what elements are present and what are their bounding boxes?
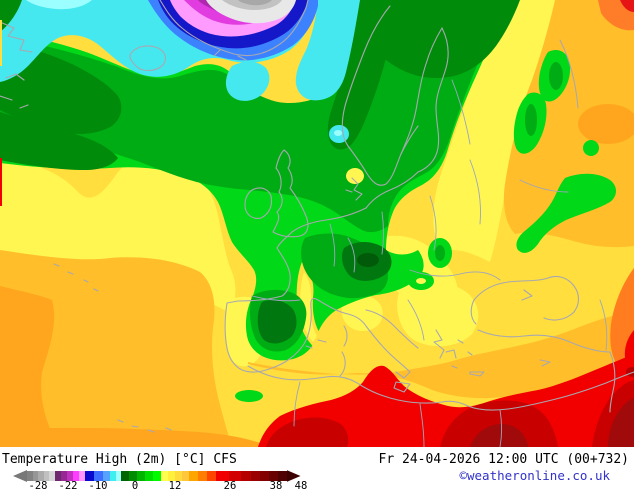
scale-band (152, 471, 161, 481)
map-edge-artifacts (0, 20, 2, 206)
scale-band (136, 471, 145, 481)
scale-band (120, 471, 129, 481)
copyright-link[interactable]: ©weatheronline.co.uk (459, 468, 610, 483)
scale-band (174, 471, 182, 481)
forecast-datetime: Fr 24-04-2026 12:00 UTC (00+732) (378, 452, 629, 467)
scale-band (181, 471, 189, 481)
scale-tick-label: 38 (269, 480, 283, 490)
scale-band (66, 471, 73, 481)
scale-band (38, 471, 44, 481)
scale-band (197, 471, 207, 481)
scale-band (93, 471, 103, 481)
map-area (0, 0, 634, 447)
red-hot-layer (258, 330, 634, 447)
map-title: Temperature High (2m) [°C] CFS (2, 452, 237, 467)
green-cool-layer (0, 0, 520, 361)
scale-band (78, 471, 85, 481)
scale-band (228, 471, 241, 481)
scale-band (72, 471, 79, 481)
scale-band (259, 471, 269, 481)
scale-tick-label: -28 (28, 480, 48, 490)
scale-tick-label: 12 (168, 480, 182, 490)
scale-band (32, 471, 38, 481)
scale-band (167, 471, 175, 481)
scale-band (49, 471, 55, 481)
scale-band (128, 471, 137, 481)
scale-band (43, 471, 49, 481)
scale-tick-label: -22 (58, 480, 78, 490)
scale-tick-label: -10 (88, 480, 108, 490)
color-scale-legend: -28 -22 -10 0 12 26 38 48 (13, 470, 307, 490)
scale-band (144, 471, 153, 481)
scale-band (109, 471, 116, 481)
scale-band (250, 471, 260, 481)
scale-band (102, 471, 110, 481)
scale-band (115, 471, 121, 481)
scale-tick-label: 26 (223, 480, 237, 490)
europe-temperature-map (0, 0, 634, 447)
scale-band (54, 471, 61, 481)
scale-band (188, 471, 198, 481)
coastlines (0, 0, 634, 433)
scale-tick-label: 0 (131, 480, 139, 490)
local-patches-layer (235, 50, 616, 402)
scale-band (268, 471, 278, 481)
scale-band (206, 471, 216, 481)
cold-anomaly-layer (0, 0, 360, 143)
scale-band (215, 471, 229, 481)
scale-band (277, 471, 287, 481)
scale-band (60, 471, 67, 481)
scale-band (160, 471, 168, 481)
country-borders (251, 39, 608, 447)
color-scale-bar (13, 470, 301, 482)
scale-tick-label: 48 (294, 480, 308, 490)
scale-band (240, 471, 251, 481)
scale-tick-labels: -28 -22 -10 0 12 26 38 48 (13, 481, 313, 490)
caption-bar: Temperature High (2m) [°C] CFS Fr 24-04-… (0, 447, 634, 490)
scale-band (27, 471, 33, 481)
scale-bands (27, 471, 287, 481)
scale-band (84, 471, 94, 481)
